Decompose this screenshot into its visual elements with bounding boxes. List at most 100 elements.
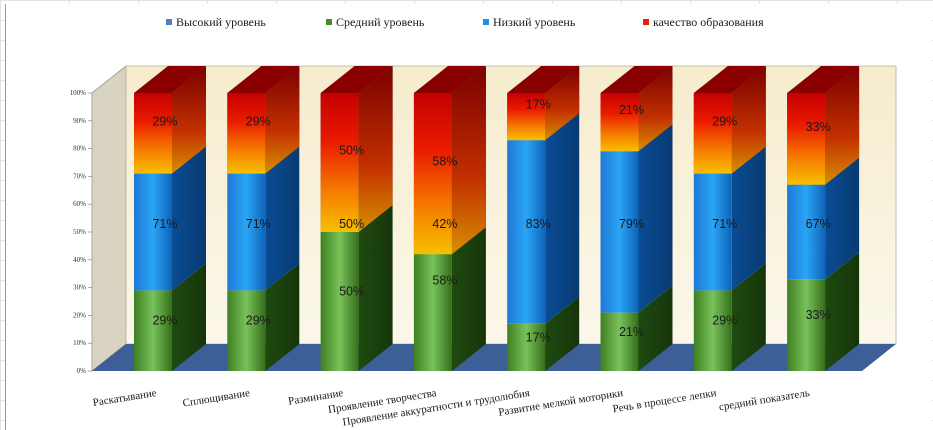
bar-top-cap — [320, 66, 393, 93]
legend-swatch — [166, 19, 172, 25]
bar-segment-medium — [320, 232, 359, 371]
data-label-medium: 29% — [152, 314, 177, 328]
bar-segment-quality — [413, 93, 452, 255]
bar-group-cat-7: 33% 67% 33% — [787, 66, 860, 371]
data-label-quality: 29% — [152, 114, 177, 128]
chart-floor — [92, 344, 896, 371]
bar-segment-quality-side — [451, 66, 486, 255]
chart-legend: Высокий уровень Средний уровень Низкий уро… — [166, 15, 764, 29]
bar-segment-quality — [600, 93, 639, 152]
legend-swatch — [483, 19, 489, 25]
bar-segment-medium-side — [265, 263, 300, 371]
chart-walls — [91, 65, 897, 372]
data-label-quality: 29% — [712, 114, 737, 128]
bar-group-cat-2: 50% 50% 50% — [320, 66, 393, 371]
y-tick-label: 10% — [73, 339, 86, 347]
bar-segment-medium-side — [545, 296, 580, 371]
bar-segment-medium — [507, 323, 546, 371]
legend-item-4: качество образования — [643, 15, 764, 29]
y-tick-label: 0% — [77, 367, 87, 375]
bar-group-cat-3: 58% 42% 58% — [413, 66, 486, 371]
y-tick-label: 90% — [73, 117, 86, 125]
y-tick-label: 70% — [73, 172, 86, 180]
bars: 29% 71% 29% 29% 71% 29% 50% 50% 50% 58% 42% 58% 17% 8… — [134, 66, 860, 371]
legend-label: Высокий уровень — [176, 15, 266, 29]
data-label-low: 79% — [619, 217, 644, 231]
bar-segment-medium — [787, 279, 826, 371]
legend-item-2: Средний уровень — [326, 15, 425, 29]
data-label-low: 71% — [246, 217, 271, 231]
legend-item-1: Высокий уровень — [166, 15, 266, 29]
y-axis: 0% 10% 20% 30% 40% 50% 60% 70% 80% 90% 100% — [70, 89, 92, 375]
data-label-quality: 33% — [806, 120, 831, 134]
legend-swatch — [643, 19, 649, 25]
data-label-medium: 29% — [712, 314, 737, 328]
bar-top-cap — [600, 66, 673, 93]
data-label-low: 42% — [432, 217, 457, 231]
data-label-low: 50% — [339, 217, 364, 231]
bar-group-cat-0: 29% 71% 29% — [134, 66, 206, 371]
bar-segment-quality — [507, 93, 546, 141]
data-label-medium: 17% — [526, 330, 551, 344]
bar-segment-medium — [227, 290, 266, 371]
bar-segment-quality-side — [358, 66, 393, 232]
data-label-quality: 21% — [619, 103, 644, 117]
legend-swatch — [326, 19, 332, 25]
data-label-quality: 29% — [246, 114, 271, 128]
y-tick-label: 50% — [73, 228, 86, 236]
y-tick-label: 30% — [73, 284, 86, 292]
y-tick-label: 100% — [70, 89, 87, 97]
bar-top-cap — [507, 66, 580, 93]
bar-segment-medium — [134, 290, 172, 371]
stacked-bar-chart: Высокий уровень Средний уровень Низкий уро… — [70, 15, 897, 429]
data-label-quality: 50% — [339, 144, 364, 158]
data-label-medium: 29% — [246, 314, 271, 328]
legend-label: Средний уровень — [336, 15, 425, 29]
bar-segment-quality — [227, 93, 266, 174]
bar-segment-medium — [600, 312, 639, 371]
bar-segment-medium — [693, 290, 732, 371]
legend-label: Низкий уровень — [493, 15, 576, 29]
y-tick-label: 20% — [73, 311, 86, 319]
bar-segment-medium-side — [358, 205, 393, 371]
y-tick-label: 60% — [73, 200, 86, 208]
bar-segment-quality-side — [545, 66, 580, 141]
bar-segment-quality — [320, 93, 359, 232]
data-label-low: 71% — [712, 217, 737, 231]
bar-top-cap — [227, 66, 300, 93]
x-tick-label-8: средний показатель — [718, 387, 810, 413]
y-tick-label: 80% — [73, 145, 86, 153]
bar-group-cat-1: 29% 71% 29% — [227, 66, 300, 371]
bar-top-cap — [134, 66, 206, 93]
data-label-quality: 17% — [526, 98, 551, 112]
bar-group-cat-4: 17% 83% 17% — [507, 66, 580, 371]
data-label-low: 83% — [526, 217, 551, 231]
data-label-medium: 33% — [806, 308, 831, 322]
bar-segment-quality-side — [172, 66, 206, 174]
bar-segment-quality — [787, 93, 826, 185]
chart-area[interactable]: Высокий уровень Средний уровень Низкий уро… — [5, 4, 932, 430]
data-label-low: 67% — [806, 217, 831, 231]
data-label-medium: 58% — [432, 273, 457, 287]
bar-top-cap — [413, 66, 486, 93]
bar-segment-medium-side — [825, 252, 860, 371]
bar-segment-medium-side — [638, 285, 673, 371]
x-tick-label-1: Раскатывание — [92, 387, 158, 409]
bar-top-cap — [787, 66, 860, 93]
bar-top-cap — [693, 66, 766, 93]
x-tick-label-7: Речь в процессе лепки — [612, 387, 717, 415]
data-label-medium: 50% — [339, 285, 364, 299]
legend-item-3: Низкий уровень — [483, 15, 576, 29]
bar-segment-quality-side — [638, 66, 673, 152]
bar-segment-quality-side — [731, 66, 766, 174]
bar-segment-quality-side — [265, 66, 300, 174]
bar-segment-medium-side — [731, 263, 766, 371]
bar-segment-quality — [693, 93, 732, 174]
y-tick-label: 40% — [73, 256, 86, 264]
side-wall — [91, 65, 127, 372]
bar-group-cat-5: 21% 79% 21% — [600, 66, 673, 371]
data-label-quality: 58% — [432, 155, 457, 169]
x-axis: Раскатывание Сплющивание РазминаниеПроявле… — [92, 387, 811, 428]
bar-segment-quality-side — [825, 66, 860, 185]
x-tick-label-2: Сплющивание — [182, 387, 251, 409]
